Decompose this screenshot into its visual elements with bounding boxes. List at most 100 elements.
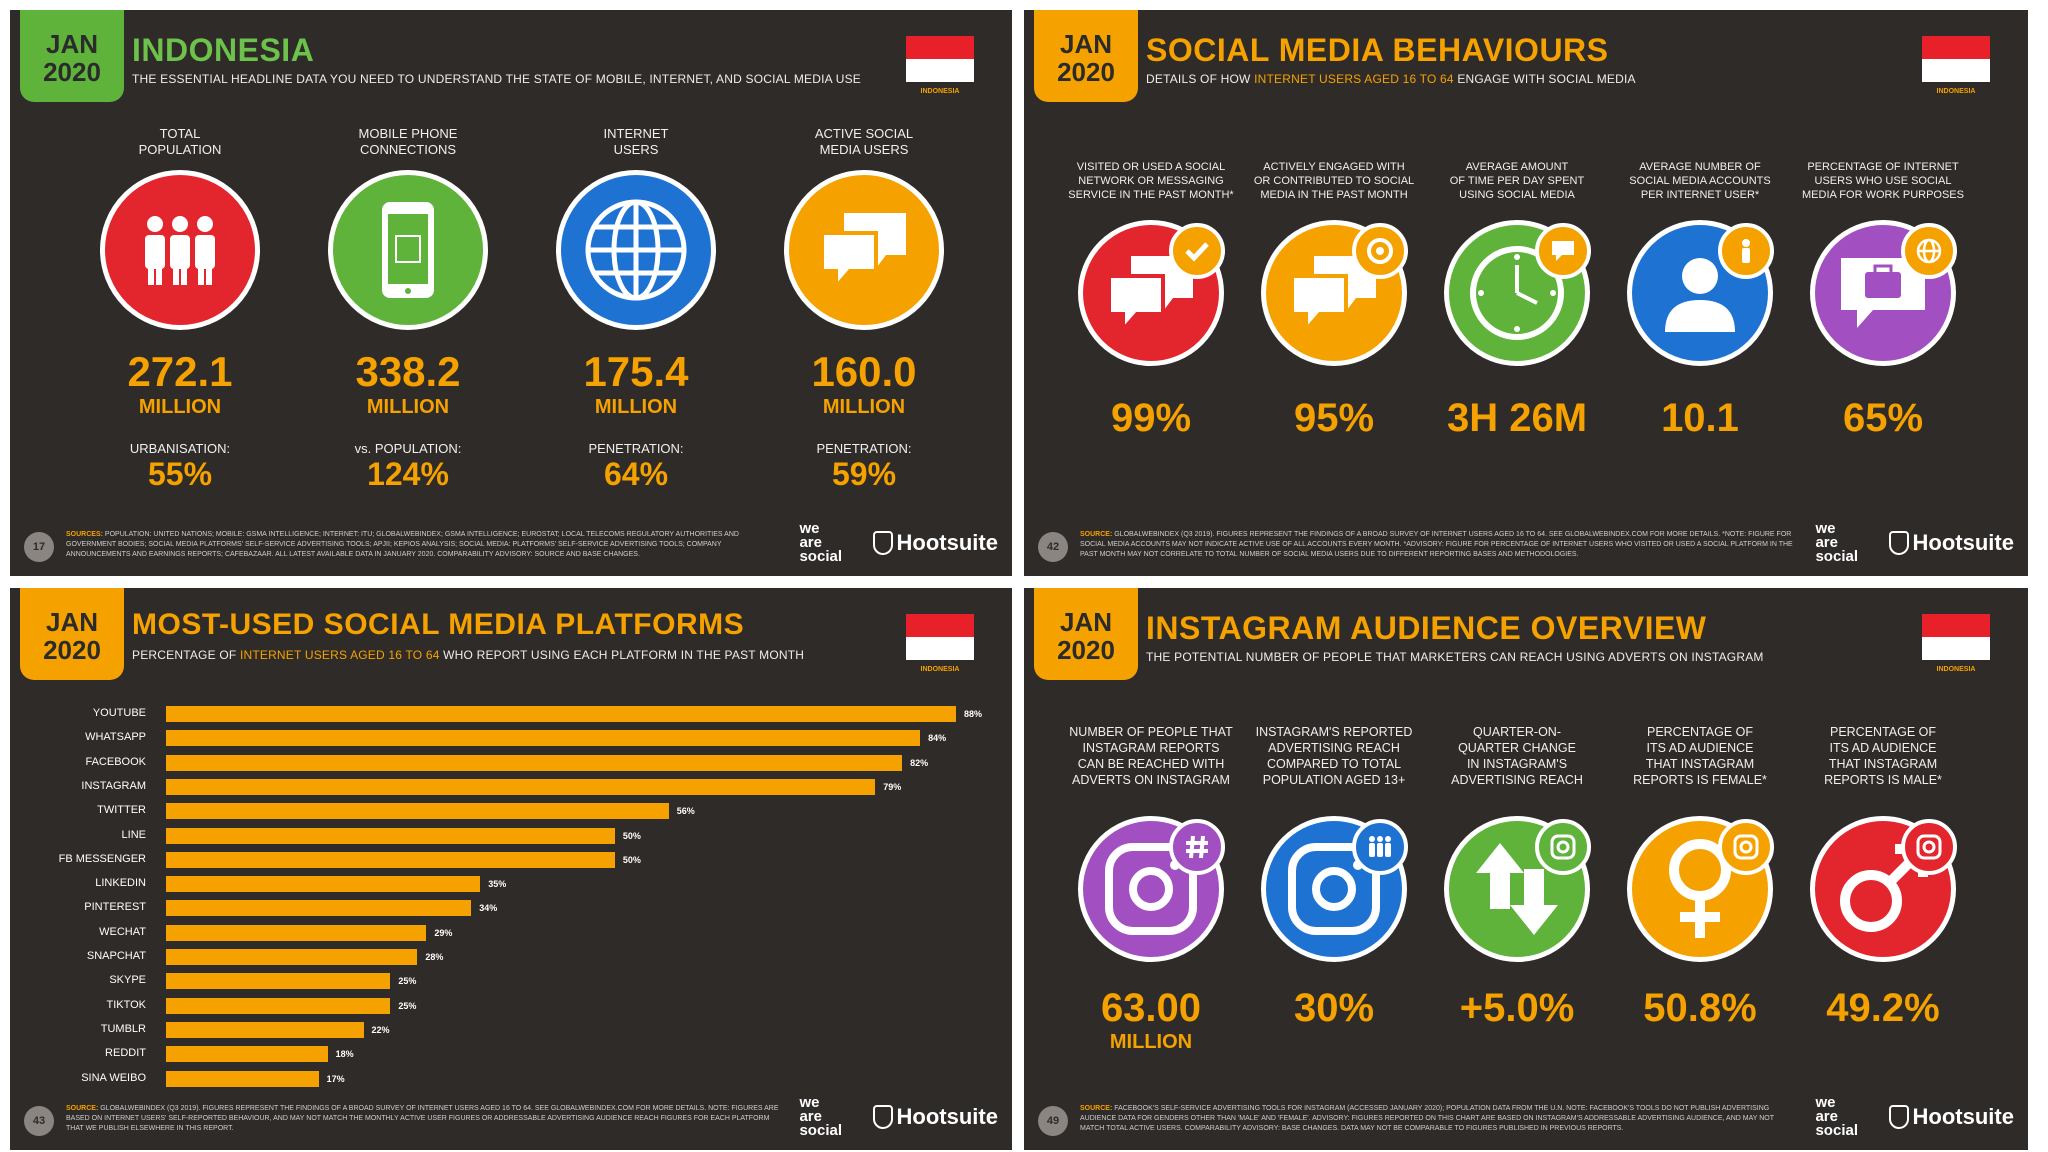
actively-engaged-circle [1261, 220, 1408, 366]
bar-row: LINE 50% [10, 827, 1012, 844]
stat-label: ACTIVE SOCIAL [814, 126, 914, 141]
stat-label: ADVERTISING REACH [1451, 773, 1583, 787]
sources-text: SOURCE: FACEBOOK'S SELF-SERVICE ADVERTIS… [1080, 1105, 1774, 1132]
sources-text: SOURCE: GLOBALWEBINDEX (Q3 2019). FIGURE… [66, 1105, 779, 1132]
panel-indonesia-overview: JAN 2020 INDONESIA THE ESSENTIAL HEADLIN… [10, 10, 1012, 576]
flag-label: INDONESIA [1936, 666, 1976, 673]
bar-category-label: SINA WEIBO [81, 1071, 146, 1084]
bar-category-label: TIKTOK [106, 998, 146, 1011]
hootsuite-logo: Hootsuite [1888, 1104, 2014, 1130]
stat-subvalue: 64% [603, 456, 669, 492]
bar-category-label: FB MESSENGER [58, 852, 146, 865]
panel-footer: 17 SOURCES: POPULATION: UNITED NATIONS; … [24, 521, 998, 566]
stat-value: 50.8% [1643, 986, 1757, 1030]
stat-label: MEDIA USERS [819, 142, 909, 157]
hootsuite-logo: Hootsuite [1888, 530, 2014, 556]
person-icon [1718, 223, 1774, 279]
we-are-social-logo: we are social [799, 1094, 842, 1139]
stat-unit: MILLION [822, 396, 906, 418]
total-population-circle [100, 170, 260, 330]
stat-label: ITS AD AUDIENCE [1646, 741, 1754, 755]
stat-time-per-day: AVERAGE AMOUNT OF TIME PER DAY SPENT USING… [1432, 160, 1602, 441]
bar-value-label: 82% [910, 757, 929, 768]
bar-category-label: LINE [121, 828, 146, 841]
bar-row: FB MESSENGER 50% [10, 851, 1012, 868]
bar-row: TUMBLR 22% [10, 1021, 1012, 1038]
bar-value-label: 17% [326, 1073, 345, 1084]
bar [166, 1070, 319, 1087]
bar [166, 900, 472, 917]
insta-icon [1718, 819, 1774, 875]
flag-label: INDONESIA [1936, 88, 1976, 95]
stat-value: 160.0 [811, 348, 917, 395]
owl-icon [1888, 1105, 1909, 1129]
chat-bubbles-icon [820, 213, 906, 293]
bar-category-label: WECHAT [99, 925, 146, 938]
bar-value-label: 50% [622, 854, 641, 865]
female-symbol-icon [1669, 839, 1731, 938]
bar-row: TWITTER 56% [10, 803, 1012, 820]
panel-footer: 49 SOURCE: FACEBOOK'S SELF-SERVICE ADVER… [1038, 1095, 2014, 1140]
stat-label: MEDIA IN THE PAST MONTH [1260, 189, 1408, 201]
bar [166, 973, 391, 990]
insta-icon [1535, 819, 1591, 875]
bar-row: FACEBOOK 82% [10, 754, 1012, 771]
stat-label: OF TIME PER DAY SPENT [1449, 175, 1585, 187]
bar [166, 754, 903, 771]
stat-value: 63.00 [1100, 986, 1202, 1030]
internet-users-circle [556, 170, 716, 330]
insta-icon [1901, 819, 1957, 875]
stat-value: 3H 26M [1446, 396, 1588, 440]
stat-value: 175.4 [583, 348, 689, 395]
page-number: 43 [24, 1106, 54, 1136]
stat-sublabel: PENETRATION: [816, 441, 912, 456]
stat-value: 49.2% [1826, 986, 1940, 1030]
check-icon [1169, 223, 1225, 279]
person-icon [1665, 258, 1735, 332]
stat-label: PERCENTAGE OF [1829, 725, 1937, 739]
panel-subtitle: DETAILS OF HOW INTERNET USERS AGED 16 TO… [1146, 72, 1636, 86]
stat-label: SERVICE IN THE PAST MONTH* [1068, 189, 1234, 201]
date-badge: JAN 2020 [20, 10, 124, 102]
stat-label: POPULATION AGED 13+ [1262, 773, 1406, 787]
stat-male-share: PERCENTAGE OF ITS AD AUDIENCE THAT INSTAGR… [1798, 724, 1968, 1031]
sources-text: SOURCE: GLOBALWEBINDEX (Q3 2019). FIGURE… [1080, 531, 1793, 558]
bar [166, 924, 427, 941]
owl-icon [1888, 531, 1909, 555]
bar-value-label: 34% [479, 903, 498, 914]
hootsuite-logo: Hootsuite [872, 1104, 998, 1130]
bar-row: YOUTUBE 88% [10, 706, 1012, 722]
bar-value-label: 35% [488, 879, 507, 890]
stat-reach-vs-population: INSTAGRAM'S REPORTED ADVERTISING REACH COM… [1249, 724, 1419, 1031]
badge-month: JAN [1059, 607, 1112, 637]
bar-category-label: YOUTUBE [92, 707, 146, 719]
panel-most-used-platforms: JAN 2020 MOST-USED SOCIAL MEDIA PLATFORM… [10, 588, 1012, 1150]
stat-social-media-users: ACTIVE SOCIAL MEDIA USERS 160.0 MILLION PENE… [764, 126, 964, 493]
stat-mobile-connections: MOBILE PHONE CONNECTIONS 338.2 MILLION vs. P… [308, 126, 508, 493]
stat-unit: MILLION [594, 396, 678, 418]
stat-label: POPULATION [138, 142, 222, 157]
panel-subtitle: THE ESSENTIAL HEADLINE DATA YOU NEED TO … [132, 72, 861, 86]
panel-title: MOST-USED SOCIAL MEDIA PLATFORMS [132, 608, 745, 641]
stat-label: THAT INSTAGRAM [1645, 757, 1755, 771]
bar-value-label: 18% [335, 1049, 354, 1060]
badge-year: 2020 [1057, 57, 1115, 87]
page-number: 42 [1038, 532, 1068, 562]
date-badge: JAN 2020 [20, 588, 124, 680]
mobile-phone-icon [382, 202, 434, 298]
bar [166, 949, 418, 965]
stat-value: 272.1 [127, 348, 233, 395]
bar-category-label: TWITTER [97, 804, 146, 817]
badge-month: JAN [45, 607, 98, 637]
stat-label: AVERAGE NUMBER OF [1639, 161, 1761, 173]
stat-value: 99% [1110, 396, 1192, 440]
stat-label: QUARTER-ON- [1473, 725, 1561, 739]
date-badge: JAN 2020 [1034, 588, 1138, 680]
bar-value-label: 29% [434, 927, 453, 938]
bar-category-label: REDDIT [105, 1047, 146, 1060]
stat-label: VISITED OR USED A SOCIAL [1076, 161, 1226, 173]
badge-month: JAN [1059, 29, 1112, 59]
stat-sublabel: vs. POPULATION: [354, 441, 462, 456]
bar-row: TIKTOK 25% [10, 997, 1012, 1014]
panel-subtitle: PERCENTAGE OF INTERNET USERS AGED 16 TO … [132, 648, 805, 662]
